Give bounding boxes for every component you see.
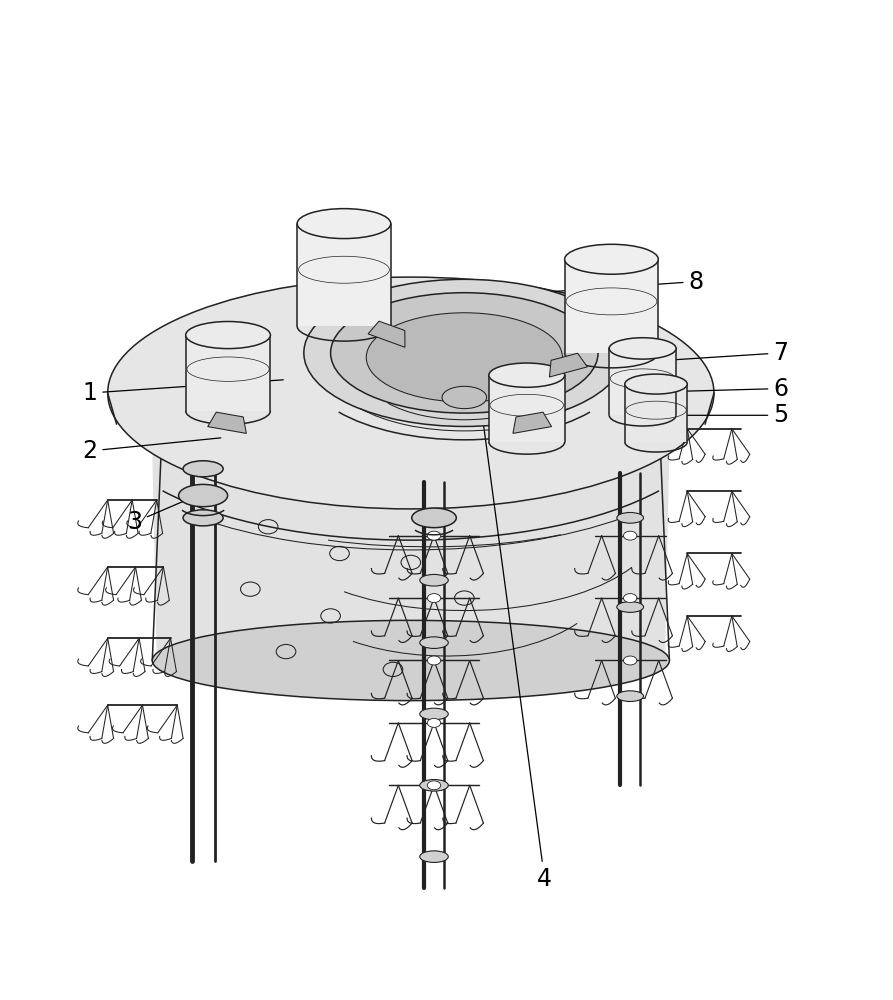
- Ellipse shape: [623, 531, 637, 540]
- Ellipse shape: [617, 691, 644, 702]
- Text: 6: 6: [686, 377, 789, 401]
- Text: 8: 8: [507, 270, 704, 295]
- Text: 2: 2: [82, 438, 221, 463]
- Ellipse shape: [183, 510, 223, 526]
- Ellipse shape: [617, 602, 644, 612]
- Ellipse shape: [420, 512, 448, 524]
- Ellipse shape: [420, 780, 448, 791]
- Ellipse shape: [297, 209, 391, 239]
- Ellipse shape: [623, 656, 637, 665]
- Ellipse shape: [412, 508, 456, 528]
- Text: 5: 5: [686, 403, 789, 427]
- Polygon shape: [625, 384, 688, 442]
- Ellipse shape: [428, 531, 441, 540]
- Polygon shape: [513, 412, 552, 433]
- Polygon shape: [297, 224, 391, 326]
- Polygon shape: [609, 348, 676, 415]
- Polygon shape: [488, 375, 564, 442]
- Ellipse shape: [623, 594, 637, 603]
- Text: 4: 4: [473, 351, 552, 891]
- Ellipse shape: [488, 363, 564, 387]
- Ellipse shape: [428, 718, 441, 727]
- Polygon shape: [186, 335, 271, 411]
- Ellipse shape: [428, 781, 441, 790]
- Ellipse shape: [153, 620, 670, 701]
- Ellipse shape: [420, 574, 448, 586]
- Ellipse shape: [183, 461, 223, 477]
- Ellipse shape: [420, 708, 448, 720]
- Ellipse shape: [186, 321, 271, 349]
- Text: 1: 1: [82, 380, 283, 405]
- Ellipse shape: [420, 851, 448, 862]
- Ellipse shape: [428, 656, 441, 665]
- Ellipse shape: [420, 637, 448, 648]
- Ellipse shape: [442, 386, 487, 409]
- Ellipse shape: [108, 277, 714, 509]
- Ellipse shape: [625, 374, 688, 394]
- Polygon shape: [208, 412, 246, 433]
- Ellipse shape: [617, 512, 644, 523]
- Ellipse shape: [330, 293, 598, 413]
- Ellipse shape: [564, 244, 658, 274]
- Ellipse shape: [179, 484, 228, 507]
- Ellipse shape: [609, 338, 676, 359]
- Ellipse shape: [428, 594, 441, 603]
- Text: 3: 3: [127, 497, 195, 534]
- Polygon shape: [153, 451, 670, 660]
- Text: 7: 7: [646, 341, 789, 365]
- Polygon shape: [549, 353, 588, 377]
- Ellipse shape: [304, 279, 625, 426]
- Ellipse shape: [366, 313, 563, 402]
- Polygon shape: [368, 321, 405, 347]
- Polygon shape: [564, 259, 658, 353]
